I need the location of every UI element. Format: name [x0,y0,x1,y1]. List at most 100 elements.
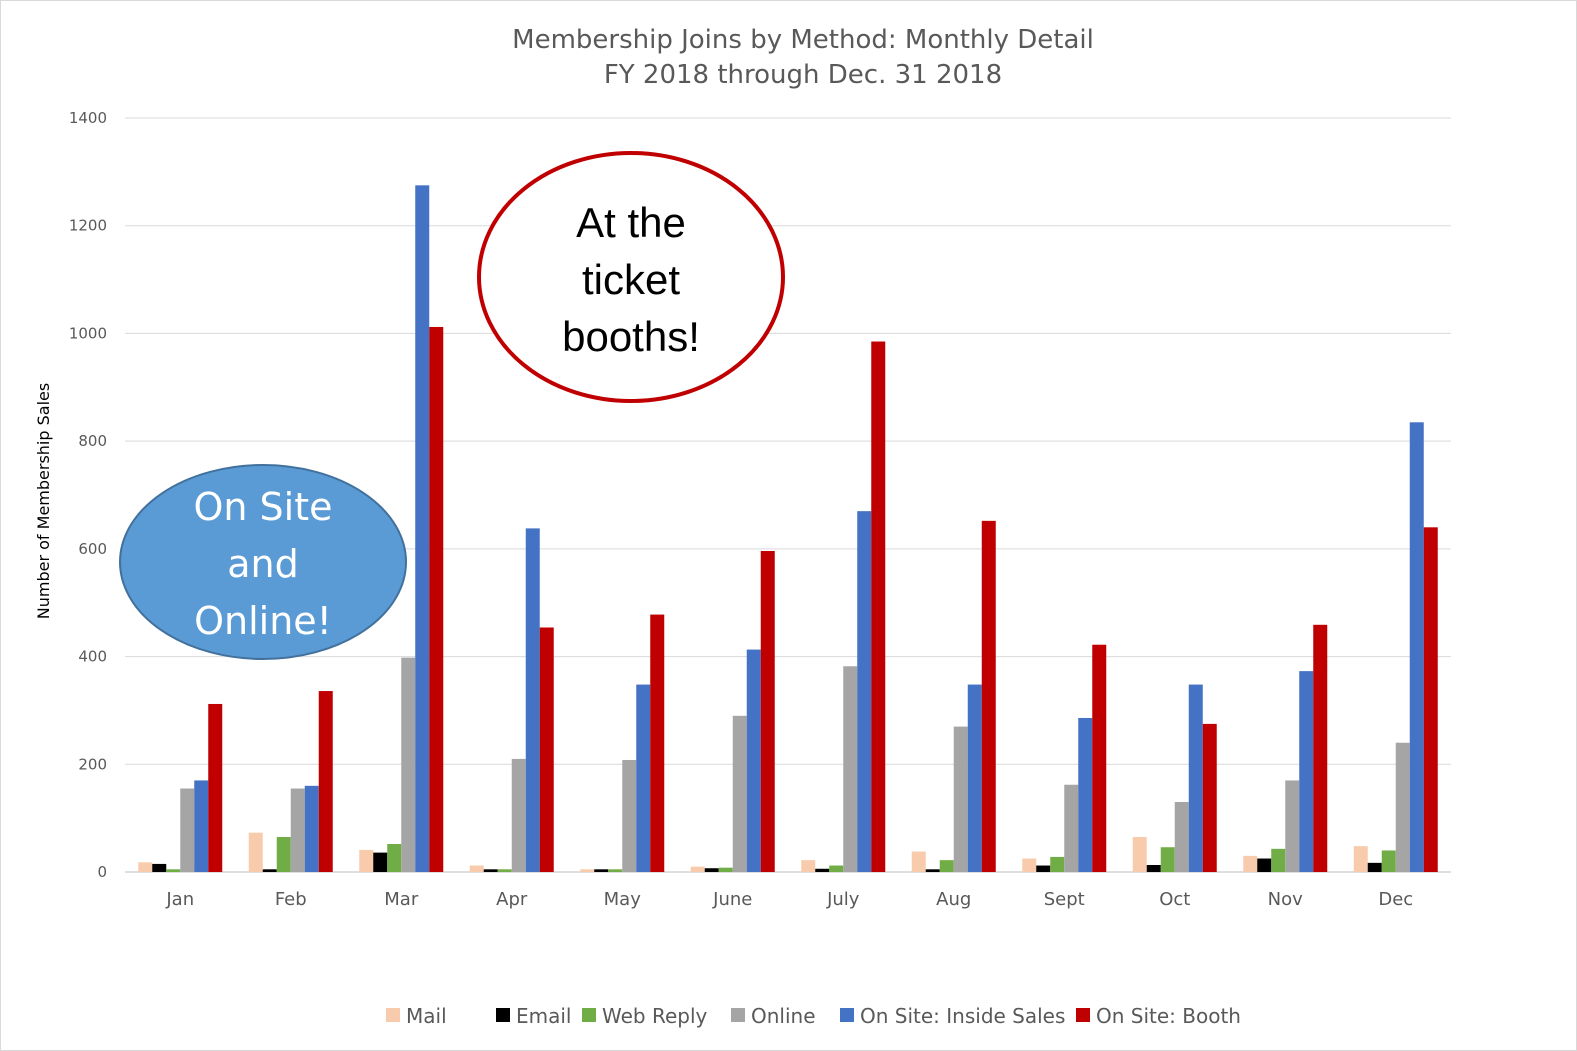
legend-swatch [386,1008,400,1022]
bar [539,627,554,872]
bar [208,703,223,872]
bar [262,869,277,872]
legend-swatch [731,1008,745,1022]
bar [1160,847,1175,872]
bar [1313,624,1328,872]
y-tick-label: 200 [78,755,107,773]
bar [843,666,858,872]
bar [290,788,305,872]
bar [953,726,968,872]
y-tick-label: 1400 [69,109,107,127]
bar [871,341,886,872]
x-tick-label: May [604,889,642,910]
annotation-onsite-online-ellipse [119,464,407,660]
bar [194,780,209,872]
bar [166,869,181,872]
bar [1188,684,1203,872]
y-tick-label: 400 [78,648,107,666]
x-tick-label: Aug [936,889,971,910]
x-tick-label: Dec [1378,889,1413,910]
annotation-onsite-online-line-3: Online! [194,599,332,643]
bar [1132,836,1147,872]
bar [248,832,263,872]
y-tick-labels: 0 200 400 600 800 1000 1200 1400 [69,109,107,881]
legend-label: Online [751,1004,816,1028]
bar [1146,864,1161,872]
x-tick-label: Sept [1044,889,1085,910]
bar [1285,780,1300,872]
bar [511,758,526,872]
bar [1353,846,1368,872]
bar [429,326,444,873]
bar [608,869,623,872]
bar [1064,784,1079,872]
bar [1423,527,1438,872]
legend-swatch [840,1008,854,1022]
bar [304,785,319,872]
bar [1367,862,1382,872]
y-tick-label: 0 [97,863,107,881]
legend-label: Web Reply [602,1004,708,1028]
annotation-onsite-online-line-1: On Site [193,485,332,529]
legend-swatch [496,1008,510,1022]
annotation-ticket-booths-line-2: ticket [582,256,680,303]
legend-swatch [582,1008,596,1022]
bar [1202,723,1217,872]
bar [718,867,733,872]
legend-swatch [1076,1008,1090,1022]
bar [1409,422,1424,872]
bar [276,836,291,872]
x-tick-label: June [712,889,752,910]
bar [1299,671,1314,872]
legend-label: Email [516,1004,572,1028]
bar [704,868,719,872]
legend-label: On Site: Booth [1096,1004,1241,1028]
bar [1381,850,1396,872]
bar [925,869,940,872]
bar [760,551,775,872]
bar [1036,865,1051,872]
y-tick-label: 800 [78,432,107,450]
bar [580,869,595,872]
bar [939,860,954,872]
bar [1092,644,1107,872]
annotation-ticket-booths-line-3: booths! [562,313,700,360]
annotation-onsite-online: On Site and Online! [119,464,407,660]
bar [483,869,498,872]
legend: Mail Email Web Reply Online On Site: Inside … [386,1004,1241,1028]
annotation-onsite-online-line-2: and [227,542,299,586]
bar [1050,856,1065,872]
legend-label: Mail [406,1004,447,1028]
bar [138,862,153,872]
bar [1271,848,1286,872]
bar [1243,855,1258,872]
annotation-ticket-booths-line-1: At the [576,199,686,246]
chart-subtitle: FY 2018 through Dec. 31 2018 [604,60,1002,90]
bar [525,528,540,872]
x-tick-label: Apr [496,889,528,910]
y-axis-label: Number of Membership Sales [34,383,53,619]
x-tick-label: Jan [165,889,194,910]
bar [801,860,816,872]
bar [594,869,609,872]
x-tick-label: Nov [1268,889,1303,910]
bar [469,865,484,872]
x-tick-label: Feb [275,889,307,910]
bar [690,866,705,872]
bar [622,759,637,872]
chart-title: Membership Joins by Method: Monthly Deta… [512,25,1094,55]
bar [497,869,512,872]
annotation-ticket-booths: At the ticket booths! [477,151,785,403]
bar [1174,801,1189,872]
bar [1078,717,1093,872]
x-tick-label: Oct [1159,889,1190,910]
bar [373,852,388,872]
y-tick-label: 600 [78,540,107,558]
bar [180,788,195,872]
bar [911,851,926,872]
bars [138,185,1438,873]
bar [981,520,996,872]
x-tick-label: Mar [384,889,419,910]
